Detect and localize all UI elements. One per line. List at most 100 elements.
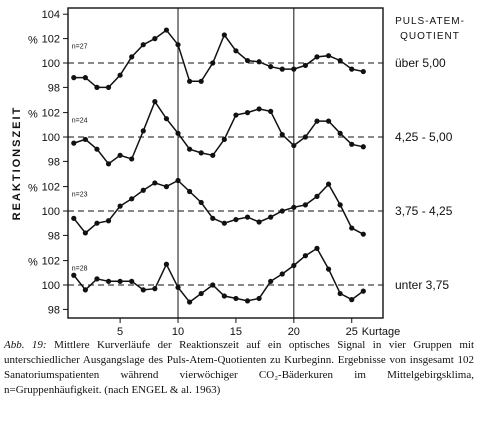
y-unit-label: %	[28, 256, 38, 268]
data-point	[302, 253, 309, 259]
x-tick-label: 20	[288, 326, 300, 338]
chart-series	[71, 27, 366, 305]
data-point	[360, 288, 366, 294]
data-point	[186, 188, 193, 195]
data-point	[291, 66, 297, 72]
data-point	[163, 261, 170, 267]
data-point	[175, 130, 181, 136]
data-point	[325, 53, 332, 59]
y-tick-label: 100	[42, 206, 60, 218]
data-point	[291, 262, 297, 269]
data-point	[82, 136, 88, 143]
y-tick-label: 98	[48, 156, 60, 168]
data-point	[82, 287, 88, 293]
data-point	[210, 215, 216, 221]
data-point	[71, 215, 77, 221]
data-point	[279, 66, 285, 72]
data-point	[210, 152, 216, 158]
data-point	[233, 295, 239, 302]
data-point	[360, 68, 366, 75]
y-tick-label: 104	[42, 9, 60, 21]
data-point	[291, 142, 297, 149]
data-point	[210, 282, 216, 288]
data-point	[163, 116, 170, 122]
data-point	[256, 295, 262, 302]
x-tick-label: 5	[117, 326, 123, 338]
data-point	[105, 161, 112, 167]
data-point	[105, 278, 112, 284]
data-point	[105, 84, 112, 90]
x-axis-label: Kurtage	[362, 326, 401, 338]
data-point	[279, 208, 285, 214]
data-point	[314, 118, 320, 124]
data-point	[175, 42, 181, 48]
data-point	[117, 278, 123, 284]
y-tick-label: 98	[48, 230, 60, 242]
data-point	[163, 184, 170, 190]
y-tick-label: 100	[42, 132, 60, 144]
data-point	[233, 112, 239, 118]
series-name-label: 4,25 - 5,00	[395, 130, 453, 144]
data-point	[152, 99, 158, 105]
series-line	[73, 247, 364, 304]
caption-label: Abb. 19:	[4, 339, 47, 351]
data-point	[349, 141, 355, 147]
data-point	[129, 196, 135, 202]
chart-grid	[68, 8, 383, 318]
data-point	[186, 146, 193, 152]
data-point	[279, 271, 285, 277]
y-tick-label: 100	[42, 58, 60, 70]
chart-labels: 5 10 15 20 25 Kurtage REAKTIONSZEIT PULS-ATEM- Q…	[11, 9, 465, 338]
data-point	[82, 75, 88, 81]
data-point	[268, 214, 274, 220]
data-point	[221, 220, 227, 226]
x-tick-label: 10	[172, 326, 184, 338]
group-size-label: n=28	[72, 265, 88, 272]
data-point	[314, 193, 320, 199]
data-point	[279, 131, 285, 138]
data-point	[140, 187, 146, 193]
data-point	[105, 218, 112, 224]
data-point	[94, 220, 100, 226]
data-point	[244, 57, 251, 64]
x-tick-label: 15	[230, 326, 242, 338]
data-point	[268, 64, 274, 70]
data-point	[210, 60, 216, 66]
data-point	[82, 230, 88, 236]
data-point	[291, 204, 297, 210]
data-point	[325, 266, 332, 272]
data-point	[233, 48, 239, 54]
group-size-label: n=24	[72, 117, 88, 124]
data-point	[337, 290, 343, 297]
data-point	[314, 54, 320, 60]
data-point	[302, 202, 309, 208]
series-name-label: unter 3,75	[395, 278, 449, 292]
data-point	[140, 42, 146, 48]
data-point	[349, 66, 355, 72]
data-point	[256, 219, 262, 225]
data-point	[221, 136, 227, 143]
y-tick-label: 102	[42, 108, 60, 120]
y-tick-label: 100	[42, 280, 60, 292]
y-unit-label: %	[28, 34, 38, 46]
y-axis-label: REAKTIONSZEIT	[11, 106, 23, 221]
data-point	[186, 299, 193, 305]
data-point	[186, 78, 193, 84]
y-tick-label: 102	[42, 182, 60, 194]
data-point	[129, 156, 135, 162]
data-point	[349, 297, 355, 303]
data-point	[302, 62, 309, 69]
data-point	[244, 298, 251, 304]
data-point	[175, 177, 181, 184]
data-point	[140, 287, 146, 293]
x-tick-label: 25	[346, 326, 358, 338]
data-point	[198, 78, 204, 84]
legend-title-line1: PULS-ATEM-	[395, 16, 465, 27]
y-unit-label: %	[28, 182, 38, 194]
chart-frame	[63, 7, 384, 323]
data-point	[337, 202, 343, 208]
data-point	[94, 84, 100, 90]
data-point	[117, 152, 123, 158]
data-point	[314, 245, 320, 251]
figure-caption: Abb. 19: Mittlere Kurverläufe der Reakti…	[4, 338, 474, 398]
